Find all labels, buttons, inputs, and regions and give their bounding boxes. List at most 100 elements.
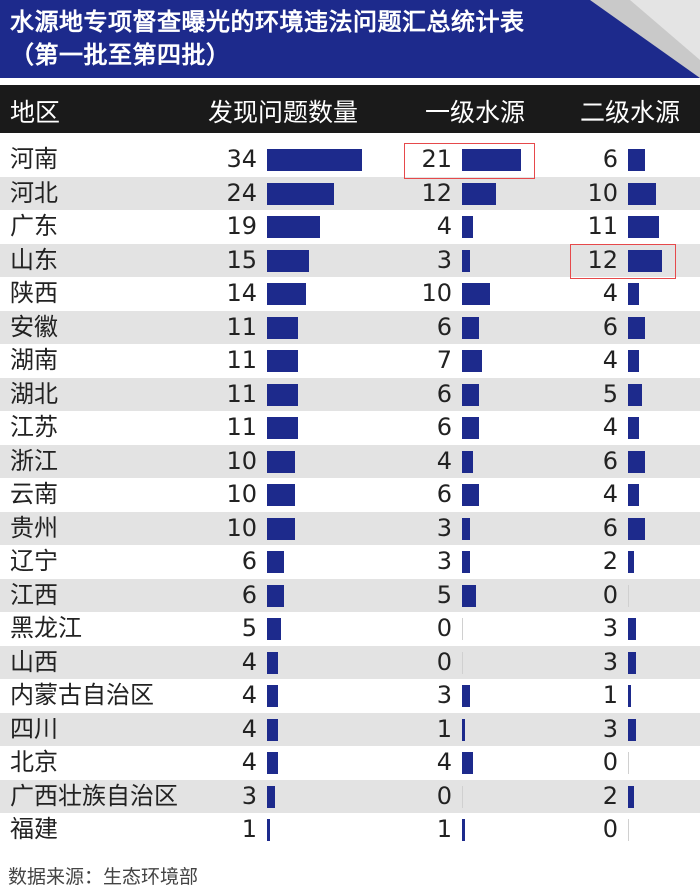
level2-bar: [628, 752, 629, 774]
total-bar: [267, 216, 321, 238]
header-region: 地区: [10, 98, 61, 127]
level1-bar: [462, 216, 474, 238]
total-value: 11: [226, 346, 257, 374]
level2-bar: [628, 718, 637, 741]
total-bar: [267, 149, 362, 171]
table-row: 黑龙江 5 0 3: [0, 612, 700, 646]
level2-bar: [628, 785, 634, 808]
region-label: 陕西: [10, 279, 58, 307]
level2-value: 11: [587, 212, 618, 240]
level1-value: 4: [436, 446, 452, 475]
total-bar: [267, 651, 279, 674]
total-value: 19: [226, 212, 257, 240]
level2-value: 12: [587, 245, 618, 274]
region-label: 浙江: [10, 446, 58, 475]
level1-bar: [462, 517, 471, 540]
total-bar: [267, 718, 279, 741]
level1-value: 6: [436, 312, 452, 341]
level2-bar: [628, 685, 631, 707]
table-row: 湖南 11 7 4: [0, 344, 700, 378]
level2-bar: [628, 383, 642, 406]
level1-value: 6: [436, 413, 452, 441]
level2-bar: [628, 182, 656, 205]
table-row: 河北 24 12 10: [0, 176, 700, 210]
region-label: 河南: [10, 145, 58, 173]
chart-title: 水源地专项督查曝光的环境违法问题汇总统计表 （第一批至第四批）: [10, 6, 525, 72]
table-row: 山西 4 0 3: [0, 645, 700, 679]
title-banner: 水源地专项督查曝光的环境违法问题汇总统计表 （第一批至第四批）: [0, 0, 700, 78]
total-bar: [267, 551, 284, 573]
level1-bar: [462, 484, 479, 506]
region-label: 湖北: [10, 379, 58, 408]
level2-bar: [628, 249, 662, 272]
total-bar: [267, 785, 276, 808]
level2-value: 3: [602, 647, 618, 676]
column-header-row: 地区 发现问题数量 一级水源 二级水源: [0, 85, 700, 133]
region-label: 山东: [10, 245, 58, 274]
total-bar: [267, 350, 298, 372]
level1-bar: [462, 283, 490, 305]
level2-bar: [628, 149, 645, 171]
level2-value: 5: [602, 379, 618, 408]
level1-value: 5: [436, 580, 452, 609]
total-bar: [267, 450, 295, 473]
level1-bar: [462, 785, 463, 808]
level1-value: 0: [436, 781, 452, 810]
level2-value: 0: [602, 748, 618, 776]
total-value: 1: [241, 815, 257, 843]
table-row: 广西壮族自治区 3 0 2: [0, 779, 700, 813]
total-bar: [267, 819, 270, 841]
region-label: 内蒙古自治区: [10, 681, 154, 709]
level1-bar: [462, 182, 496, 205]
total-value: 10: [226, 513, 257, 542]
level2-value: 4: [602, 346, 618, 374]
highlight-box: [404, 143, 535, 179]
total-bar: [267, 316, 298, 339]
total-value: 10: [226, 446, 257, 475]
table-row: 内蒙古自治区 4 3 1: [0, 679, 700, 713]
table-row: 山东 15 3 12: [0, 243, 700, 277]
level1-bar: [462, 618, 463, 640]
level2-value: 6: [602, 446, 618, 475]
level1-value: 10: [421, 279, 452, 307]
total-bar: [267, 249, 309, 272]
table-row: 四川 4 1 3: [0, 712, 700, 746]
title-line-1: 水源地专项督查曝光的环境违法问题汇总统计表: [10, 8, 525, 36]
level2-value: 3: [602, 714, 618, 743]
level2-bar: [628, 618, 637, 640]
level2-bar: [628, 350, 640, 372]
level1-bar: [462, 249, 471, 272]
level1-value: 6: [436, 379, 452, 408]
level1-value: 4: [436, 212, 452, 240]
level2-value: 10: [587, 178, 618, 207]
region-label: 广西壮族自治区: [10, 781, 178, 810]
level2-bar: [628, 819, 629, 841]
region-label: 江苏: [10, 413, 58, 441]
level2-value: 2: [602, 547, 618, 575]
level1-bar: [462, 316, 479, 339]
region-label: 四川: [10, 714, 58, 743]
level1-value: 1: [436, 815, 452, 843]
level1-value: 12: [421, 178, 452, 207]
region-label: 辽宁: [10, 547, 58, 575]
total-value: 6: [241, 547, 257, 575]
total-bar: [267, 685, 279, 707]
level1-bar: [462, 149, 521, 171]
level2-value: 0: [602, 815, 618, 843]
level1-bar: [462, 450, 474, 473]
region-label: 江西: [10, 580, 58, 609]
level1-bar: [462, 584, 476, 607]
level1-value: 21: [421, 145, 452, 173]
total-value: 3: [241, 781, 257, 810]
level1-bar: [462, 417, 479, 439]
region-label: 北京: [10, 748, 58, 776]
level1-bar: [462, 718, 465, 741]
table-row: 河南 34 21 6: [0, 143, 700, 177]
header-level1: 一级水源: [425, 98, 526, 127]
level1-value: 4: [436, 748, 452, 776]
table-row: 安徽 11 6 6: [0, 310, 700, 344]
level2-value: 1: [602, 681, 618, 709]
header-total: 发现问题数量: [208, 98, 359, 127]
total-bar: [267, 484, 295, 506]
total-value: 4: [241, 647, 257, 676]
